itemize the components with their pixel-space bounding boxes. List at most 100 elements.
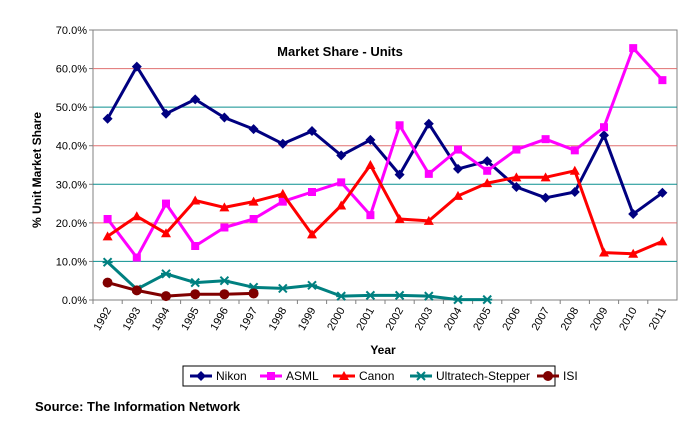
series-isi [102,277,259,302]
y-axis-ticks: 0.0% 10.0% 20.0% 30.0% 40.0% 50.0% 60.0% 70.0% [56,25,93,307]
data-point-asml [308,188,316,196]
data-point-nikon [540,192,551,203]
data-point-nikon [511,181,522,192]
data-point-asml [249,215,258,223]
chart-title: Market Share - Units [277,44,403,59]
data-point-asml [103,215,112,223]
legend-label: ISI [563,369,578,383]
series-line-asml [106,46,664,260]
data-point-ultratech-stepper [102,257,113,267]
market-share-chart: 0.0%10.0%20.0%30.0%40.0%50.0%60.0%70.0% … [30,25,678,387]
data-point-asml [191,242,200,250]
y-tick-label: 60.0% [56,64,87,76]
legend-label: ASML [286,369,319,383]
data-point-nikon [453,163,463,174]
y-tick-label: 0.0% [62,295,87,307]
data-point-ultratech-stepper [365,290,376,301]
data-point-ultratech-stepper [307,280,317,291]
data-point-asml [162,199,170,208]
data-point-nikon [248,124,259,135]
legend-marker [339,371,349,380]
data-point-isi [161,291,171,302]
data-point-canon [131,211,142,221]
data-point-asml [658,76,667,85]
data-point-canon [219,202,230,212]
legend: Nikon ASML Canon Ultratech-Stepper ISI [190,369,578,383]
data-point-nikon [423,118,434,129]
legend-item-canon: Canon [333,369,394,383]
legend-marker [267,372,275,380]
data-point-canon [569,165,580,175]
data-point-nikon [190,94,201,105]
data-point-canon [599,247,609,257]
data-point-ultratech-stepper [453,294,463,305]
data-point-nikon [131,61,142,72]
series-line-canon [106,163,663,256]
data-point-nikon [307,126,317,137]
legend-label: Nikon [216,369,247,383]
y-tick-label: 50.0% [56,102,87,114]
data-point-canon [540,172,551,182]
data-point-ultratech-stepper [277,283,288,294]
y-tick-label: 30.0% [56,179,87,191]
source-note: Source: The Information Network [35,399,241,414]
data-point-canon [482,178,493,188]
x-axis-title: Year [370,343,396,357]
data-point-isi [190,289,201,300]
data-point-canon [277,188,288,198]
legend-item-isi: ISI [537,369,578,383]
y-axis-title: % Unit Market Share [30,112,44,228]
data-point-ultratech-stepper [219,276,230,286]
data-point-canon [394,214,405,223]
y-tick-label: 20.0% [56,218,87,230]
data-point-isi [131,285,142,296]
data-point-nikon [628,208,639,219]
series-ultratech-stepper [102,257,493,305]
data-point-ultratech-stepper [161,269,171,279]
data-point-asml [424,169,433,178]
data-point-nikon [277,138,288,149]
y-tick-label: 10.0% [56,256,87,268]
data-point-asml [395,121,404,130]
legend-label: Ultratech-Stepper [436,369,530,383]
data-point-canon [190,195,201,205]
data-point-nikon [657,187,668,198]
data-point-canon [657,236,668,246]
data-point-asml [541,135,550,144]
data-point-nikon [365,134,376,145]
data-point-ultratech-stepper [423,291,434,301]
y-tick-label: 40.0% [56,141,87,153]
data-point-canon [628,248,639,258]
data-point-nikon [219,112,230,123]
data-point-asml [132,253,141,262]
series-canon [102,160,668,258]
series-nikon [102,61,668,219]
data-point-canon [423,215,434,225]
data-point-asml [600,123,608,132]
data-point-canon [511,172,522,182]
data-point-canon [336,200,347,210]
data-point-ultratech-stepper [336,291,347,301]
data-point-isi [219,289,230,300]
data-point-isi [102,277,113,288]
legend-marker [416,371,426,381]
data-point-canon [102,231,113,241]
data-point-canon [453,190,463,200]
data-point-nikon [569,187,580,197]
data-point-asml [454,145,462,154]
plot-area [92,29,678,301]
series-line-nikon [106,65,664,216]
legend-item-asml: ASML [260,369,319,383]
data-point-isi [248,288,259,299]
legend-item-nikon: Nikon [190,369,247,383]
series-asml [103,44,667,262]
data-point-canon [307,229,317,239]
data-point-nikon [336,150,347,161]
y-tick-label: 70.0% [56,25,87,37]
data-point-asml [366,211,375,220]
legend-item-ultratech-stepper: Ultratech-Stepper [410,369,530,383]
data-point-nikon [599,130,609,141]
data-point-ultratech-stepper [394,290,405,301]
data-point-asml [220,223,229,232]
legend-marker [196,371,206,381]
